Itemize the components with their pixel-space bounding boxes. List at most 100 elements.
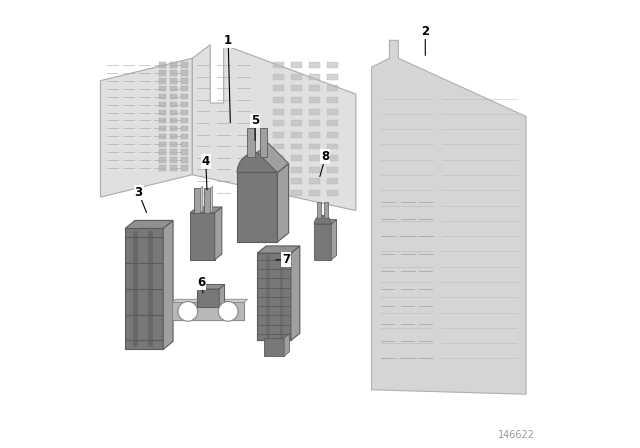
Bar	[308, 190, 320, 196]
Polygon shape	[190, 207, 222, 213]
Bar	[308, 167, 320, 172]
Bar	[273, 143, 284, 149]
Bar	[170, 94, 177, 99]
Polygon shape	[163, 220, 173, 349]
Bar	[273, 132, 284, 138]
Bar	[159, 70, 166, 76]
Bar	[308, 62, 320, 68]
Bar	[314, 224, 332, 260]
Bar	[181, 142, 188, 147]
Bar	[326, 62, 338, 68]
Bar	[159, 118, 166, 123]
Text: 146622: 146622	[498, 430, 535, 440]
Bar	[170, 86, 177, 91]
Wedge shape	[237, 152, 277, 172]
Polygon shape	[371, 40, 526, 394]
Text: 7: 7	[282, 253, 291, 267]
Bar	[181, 78, 188, 83]
Bar	[273, 62, 284, 68]
Polygon shape	[214, 207, 222, 260]
Polygon shape	[172, 302, 244, 320]
Polygon shape	[172, 299, 248, 302]
Bar	[181, 118, 188, 123]
Bar	[159, 134, 166, 139]
Text: 4: 4	[202, 155, 210, 168]
Polygon shape	[125, 220, 173, 228]
Bar	[190, 213, 215, 260]
Bar	[291, 143, 302, 149]
Bar	[170, 70, 177, 76]
Polygon shape	[257, 246, 300, 253]
Bar	[273, 86, 284, 91]
Bar	[159, 110, 166, 115]
Bar	[204, 188, 211, 213]
Bar	[170, 134, 177, 139]
Bar	[308, 74, 320, 80]
Bar	[273, 97, 284, 103]
Polygon shape	[332, 220, 337, 260]
Polygon shape	[196, 284, 225, 289]
Bar	[291, 155, 302, 161]
Bar	[170, 126, 177, 131]
Bar	[181, 94, 188, 99]
Text: 2: 2	[421, 25, 429, 38]
Bar	[291, 121, 302, 126]
Text: 1: 1	[224, 34, 232, 47]
Bar	[326, 190, 338, 196]
Bar	[266, 255, 270, 338]
Bar	[326, 109, 338, 115]
Bar	[264, 338, 284, 356]
Polygon shape	[291, 246, 300, 340]
Bar	[170, 78, 177, 83]
Bar	[170, 142, 177, 147]
Bar	[159, 86, 166, 91]
Bar	[326, 143, 338, 149]
Bar	[324, 202, 328, 218]
Bar	[237, 172, 278, 242]
Bar	[273, 109, 284, 115]
Wedge shape	[314, 215, 332, 224]
Bar	[181, 157, 188, 163]
Bar	[291, 178, 302, 184]
Polygon shape	[314, 220, 337, 224]
Bar	[159, 94, 166, 99]
Bar	[181, 86, 188, 91]
Bar	[181, 62, 188, 68]
Bar	[181, 70, 188, 76]
Bar	[273, 121, 284, 126]
Bar	[257, 253, 291, 340]
Bar	[273, 190, 284, 196]
Bar	[159, 157, 166, 163]
Bar	[159, 126, 166, 131]
Bar	[326, 97, 338, 103]
Bar	[248, 128, 255, 157]
Bar	[181, 150, 188, 155]
Bar	[125, 228, 163, 349]
Bar	[308, 97, 320, 103]
Bar	[159, 102, 166, 107]
Text: 8: 8	[321, 150, 330, 164]
Bar	[308, 132, 320, 138]
Bar	[170, 165, 177, 171]
Bar	[326, 132, 338, 138]
Bar	[159, 142, 166, 147]
Bar	[326, 178, 338, 184]
Bar	[273, 155, 284, 161]
Text: 6: 6	[197, 276, 205, 289]
Polygon shape	[192, 45, 356, 211]
Bar	[326, 167, 338, 172]
Bar	[148, 231, 153, 347]
Polygon shape	[284, 334, 289, 356]
Bar	[196, 289, 219, 307]
Bar	[159, 78, 166, 83]
Bar	[181, 134, 188, 139]
Bar	[273, 178, 284, 184]
Bar	[133, 231, 138, 347]
Polygon shape	[100, 58, 192, 197]
Polygon shape	[200, 186, 203, 213]
Bar	[170, 157, 177, 163]
Bar	[273, 74, 284, 80]
Bar	[159, 150, 166, 155]
Bar	[159, 62, 166, 68]
Bar	[291, 167, 302, 172]
